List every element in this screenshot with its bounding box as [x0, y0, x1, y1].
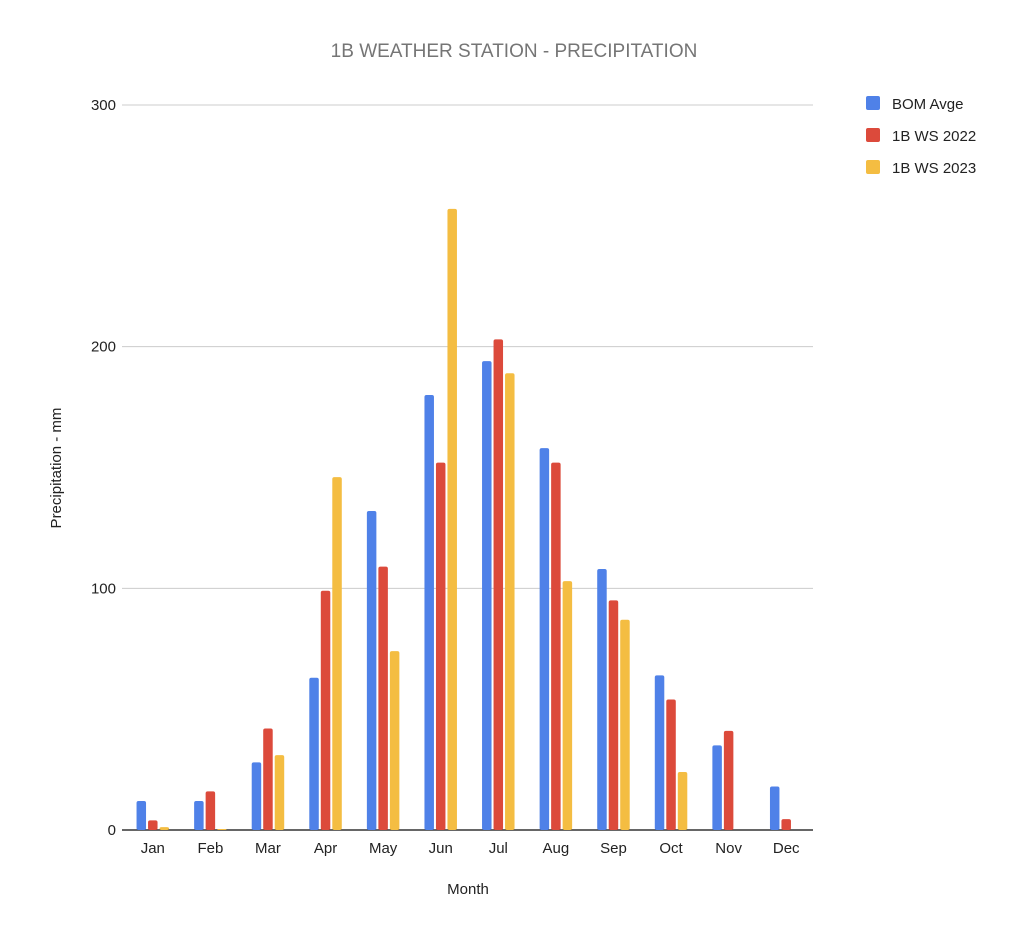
bar-bom-avge-aug	[539, 448, 550, 830]
bar-1b-ws-2023-jul	[505, 373, 515, 830]
legend-label: 1B WS 2023	[892, 160, 976, 177]
bar-bom-avge-jul	[482, 361, 492, 830]
bar-bom-avge-may	[366, 511, 377, 830]
x-tick-label: May	[369, 840, 398, 857]
chart-title: 1B WEATHER STATION - PRECIPITATION	[331, 41, 698, 62]
bar-bom-avge-sep	[597, 569, 607, 830]
legend-swatch	[866, 96, 880, 110]
bar-1b-ws-2023-sep	[620, 619, 630, 830]
x-tick-label: Dec	[773, 840, 800, 857]
y-tick-label: 0	[108, 822, 116, 839]
y-tick-label: 100	[91, 580, 116, 597]
x-tick-label: Apr	[314, 840, 337, 857]
bar-1b-ws-2022-jun	[435, 462, 446, 830]
bar-1b-ws-2023-may	[389, 651, 400, 830]
bar-1b-ws-2022-apr	[320, 590, 331, 830]
x-tick-label: Jun	[429, 840, 453, 857]
bar-bom-avge-oct	[654, 675, 665, 830]
y-tick-label: 200	[91, 339, 116, 356]
legend-swatch	[866, 160, 880, 174]
x-tick-label: Jan	[141, 840, 165, 857]
y-tick-label: 300	[91, 97, 116, 114]
bar-1b-ws-2023-jan	[159, 827, 170, 830]
bar-1b-ws-2022-may	[378, 566, 388, 830]
bar-1b-ws-2022-jul	[493, 339, 504, 830]
bar-bom-avge-dec	[769, 786, 780, 830]
x-tick-label: Feb	[197, 840, 223, 857]
bar-1b-ws-2023-oct	[677, 772, 688, 830]
bar-1b-ws-2022-dec	[781, 819, 791, 830]
bar-1b-ws-2022-feb	[205, 791, 216, 830]
bar-1b-ws-2022-nov	[723, 730, 734, 830]
bar-1b-ws-2023-aug	[562, 581, 573, 830]
legend-swatch	[866, 128, 880, 142]
bar-1b-ws-2022-oct	[666, 699, 676, 830]
y-axis-label: Precipitation - mm	[48, 408, 65, 529]
x-axis-label: Month	[447, 881, 489, 898]
legend-label: BOM Avge	[892, 96, 963, 113]
bar-1b-ws-2022-mar	[263, 728, 273, 830]
legend: BOM Avge 1B WS 2022 1B WS 2023	[866, 96, 976, 177]
x-tick-label: Aug	[543, 840, 570, 857]
x-tick-label: Oct	[659, 840, 683, 857]
bar-1b-ws-2023-mar	[274, 755, 285, 830]
bar-bom-avge-feb	[194, 801, 204, 830]
bar-1b-ws-2023-jun	[447, 208, 457, 830]
bar-1b-ws-2022-jan	[148, 820, 158, 830]
bar-bom-avge-apr	[309, 677, 319, 830]
legend-label: 1B WS 2022	[892, 128, 976, 145]
x-tick-label: Jul	[489, 840, 508, 857]
bar-1b-ws-2022-sep	[608, 600, 619, 830]
bar-1b-ws-2022-aug	[551, 462, 561, 830]
x-tick-label: Sep	[600, 840, 627, 857]
bar-1b-ws-2023-feb	[217, 829, 227, 830]
bar-bom-avge-jun	[424, 395, 434, 830]
bar-1b-ws-2023-apr	[332, 477, 342, 830]
x-tick-label: Nov	[715, 840, 742, 857]
bar-bom-avge-mar	[251, 762, 262, 830]
bar-bom-avge-jan	[136, 801, 147, 830]
bar-bom-avge-nov	[712, 745, 722, 830]
x-tick-label: Mar	[255, 840, 281, 857]
